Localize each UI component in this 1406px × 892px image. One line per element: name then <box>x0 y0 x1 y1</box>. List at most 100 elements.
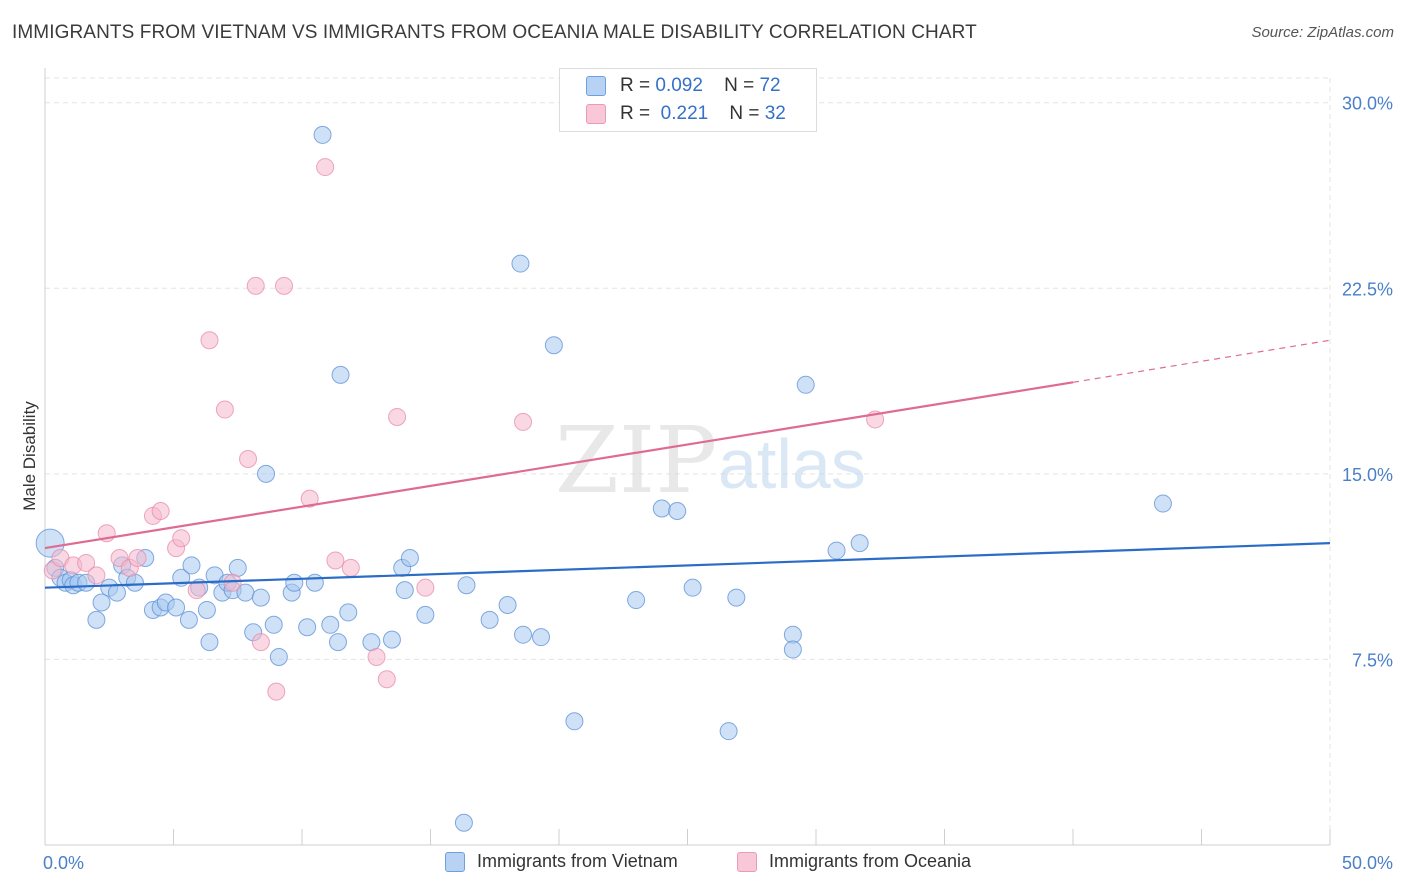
vietnam-point <box>480 610 499 629</box>
vietnam-point <box>269 647 288 666</box>
y-axis-label: Male Disability <box>20 401 39 511</box>
vietnam-point <box>179 610 198 629</box>
oceania-point <box>326 551 345 570</box>
vietnam-point <box>331 365 350 384</box>
vietnam-point <box>719 722 738 741</box>
axes <box>44 68 1331 846</box>
legend-n-value-vietnam: 72 <box>759 75 781 96</box>
oceania-point <box>316 158 335 177</box>
trend-lines <box>44 339 1331 589</box>
vietnam-point <box>200 633 219 652</box>
y-tick-label: 7.5% <box>1352 650 1393 670</box>
y-tick-label: 22.5% <box>1342 279 1393 299</box>
vietnam-point <box>92 593 111 612</box>
oceania-point <box>215 400 234 419</box>
vietnam-point <box>305 573 324 592</box>
x-tick-label: 50.0% <box>1342 853 1393 873</box>
vietnam-point <box>416 605 435 624</box>
vietnam-point <box>167 598 186 617</box>
vietnam-point <box>565 712 584 731</box>
vietnam-point <box>652 499 671 518</box>
vietnam-point <box>498 596 517 615</box>
vietnam-point <box>627 591 646 610</box>
legend-r-value-vietnam: 0.092 <box>655 75 703 96</box>
legend-item-oceania: Immigrants from Oceania <box>737 851 971 872</box>
axis-labels: 7.5% 15.0% 22.5% 30.0% 0.0% 50.0% Male Disabil… <box>20 94 1393 873</box>
vietnam-point <box>400 548 419 567</box>
legend-swatch-oceania <box>737 851 757 872</box>
legend-swatch-vietnam <box>445 851 465 872</box>
vietnam-point <box>264 615 283 634</box>
vietnam-point <box>251 588 270 607</box>
vietnam-point <box>107 583 126 602</box>
data-points <box>35 125 1172 832</box>
oceania-point <box>77 553 96 572</box>
correlation-legend: R = 0.092 N = 72 R = 0.221 N = 32 <box>559 68 817 132</box>
legend-row-oceania: R = 0.221 N = 32 <box>586 101 786 127</box>
oceania-point <box>416 578 435 597</box>
vietnam-point <box>382 630 401 649</box>
oceania-point <box>251 633 270 652</box>
series-legend: Immigrants from Vietnam Immigrants from … <box>0 851 1406 879</box>
vietnam-point <box>544 336 563 355</box>
oceania-point <box>187 581 206 600</box>
oceania-point <box>223 573 242 592</box>
trendline-oceania <box>44 381 1074 550</box>
source-label: Source: ZipAtlas.com <box>1251 24 1394 41</box>
vietnam-point <box>683 578 702 597</box>
vietnam-point <box>727 588 746 607</box>
oceania-point <box>128 548 147 567</box>
x-tick-label: 0.0% <box>43 853 84 873</box>
oceania-point <box>300 489 319 508</box>
oceania-point <box>200 331 219 350</box>
chart-title: IMMIGRANTS FROM VIETNAM VS IMMIGRANTS FR… <box>12 22 977 43</box>
vietnam-point <box>1153 494 1172 513</box>
watermark-zip: ZIP <box>555 407 717 514</box>
watermark-atlas: atlas <box>718 425 866 503</box>
vietnam-point <box>796 375 815 394</box>
vietnam-point <box>454 813 473 832</box>
oceania-point <box>172 529 191 548</box>
vietnam-point <box>514 625 533 644</box>
trendline-oceania-extension <box>1072 339 1331 383</box>
y-tick-label: 15.0% <box>1342 465 1393 485</box>
legend-label-oceania: Immigrants from Oceania <box>769 851 972 871</box>
legend-swatch-blue <box>586 76 606 96</box>
legend-n-label: N = <box>724 75 755 96</box>
vietnam-point <box>313 125 332 144</box>
vietnam-point <box>285 573 304 592</box>
oceania-point <box>388 407 407 426</box>
vietnam-point <box>298 618 317 637</box>
legend-r-value-oceania: 0.221 <box>660 103 709 124</box>
vietnam-point <box>339 603 358 622</box>
vietnam-point <box>850 534 869 553</box>
vietnam-point <box>457 576 476 595</box>
vietnam-point <box>511 254 530 273</box>
vietnam-point <box>783 640 802 659</box>
legend-r-label: R = <box>620 103 651 124</box>
legend-label-vietnam: Immigrants from Vietnam <box>477 851 678 871</box>
vietnam-point <box>532 628 551 647</box>
legend-n-value-oceania: 32 <box>764 103 786 124</box>
oceania-point <box>151 501 170 520</box>
trendline-vietnam <box>44 542 1331 589</box>
vietnam-point <box>257 464 276 483</box>
y-tick-label: 30.0% <box>1342 94 1393 114</box>
vietnam-point <box>87 610 106 629</box>
vietnam-point <box>827 541 846 560</box>
oceania-point <box>367 647 386 666</box>
vietnam-point <box>182 556 201 575</box>
vietnam-point <box>321 615 340 634</box>
oceania-point <box>341 558 360 577</box>
oceania-point <box>246 276 265 295</box>
legend-row-vietnam: R = 0.092 N = 72 <box>586 73 781 99</box>
vietnam-point <box>328 633 347 652</box>
legend-swatch-pink <box>586 104 606 124</box>
oceania-point <box>87 566 106 585</box>
vietnam-point <box>395 581 414 600</box>
legend-item-vietnam: Immigrants from Vietnam <box>445 851 678 872</box>
oceania-point <box>514 412 533 431</box>
oceania-point <box>239 450 258 469</box>
oceania-point <box>377 670 396 689</box>
